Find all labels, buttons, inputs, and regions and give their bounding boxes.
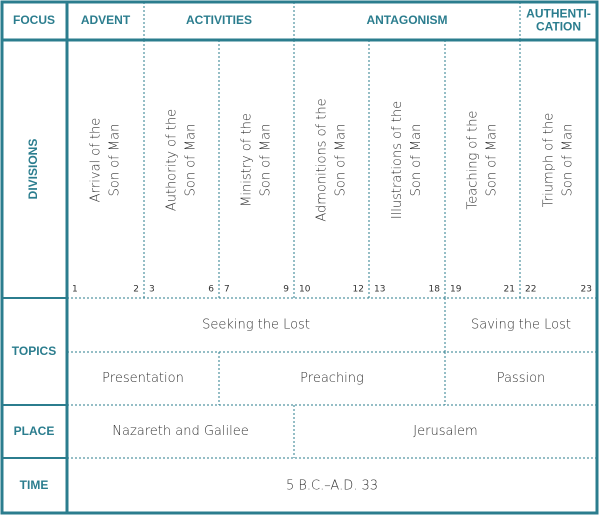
chapter-start: 22 [525, 285, 536, 295]
division-title: Son of Man [184, 124, 199, 197]
division-title: Son of Man [561, 124, 576, 197]
focus-heading: ANTAGONISM [366, 13, 447, 27]
chapter-start: 10 [299, 285, 311, 295]
topic-phase: Presentation [102, 371, 184, 386]
division-title: Son of Man [259, 124, 274, 197]
topics-label: TOPICS [12, 344, 56, 358]
topic-theme: Saving the Lost [471, 318, 571, 333]
chapter-end: 9 [283, 285, 289, 295]
chapter-end: 21 [504, 285, 515, 295]
division-title: Authority of the [165, 109, 180, 211]
chapter-end: 6 [208, 285, 214, 295]
division-title: Admonitions of the [315, 98, 330, 221]
time-cell: 5 B.C.–A.D. 33 [286, 479, 378, 494]
division-title: Illustrations of the [390, 101, 405, 219]
divisions-label: DIVISIONS [26, 139, 40, 200]
division-title: Son of Man [334, 124, 349, 197]
division-title: Son of Man [409, 124, 424, 197]
division-title: Arrival of the [89, 118, 104, 203]
chapter-start: 7 [224, 285, 230, 295]
division-title: Ministry of the [240, 113, 255, 207]
chapter-end: 23 [581, 285, 592, 295]
chapter-end: 2 [133, 285, 139, 295]
chapter-end: 12 [353, 285, 364, 295]
place-cell: Jerusalem [413, 424, 477, 439]
chapter-end: 18 [429, 285, 441, 295]
chapter-start: 1 [72, 285, 78, 295]
topic-theme: Seeking the Lost [202, 318, 310, 333]
place-label: PLACE [14, 424, 55, 438]
focus-heading: ADVENT [81, 13, 131, 27]
topic-phase: Passion [497, 371, 546, 386]
topic-phase: Preaching [300, 371, 364, 386]
chapter-start: 19 [450, 285, 462, 295]
focus-label: FOCUS [13, 13, 55, 27]
division-title: Teaching of the [466, 111, 481, 210]
division-title: Son of Man [485, 124, 500, 197]
place-cell: Nazareth and Galilee [112, 424, 248, 439]
division-title: Son of Man [108, 124, 123, 197]
focus-heading: AUTHENTI- [526, 7, 591, 21]
focus-heading: CATION [536, 20, 581, 34]
chapter-start: 3 [149, 285, 155, 295]
division-title: Triumph of the [542, 113, 557, 208]
time-label: TIME [20, 478, 49, 492]
chapter-start: 13 [374, 285, 385, 295]
focus-heading: ACTIVITIES [186, 13, 252, 27]
